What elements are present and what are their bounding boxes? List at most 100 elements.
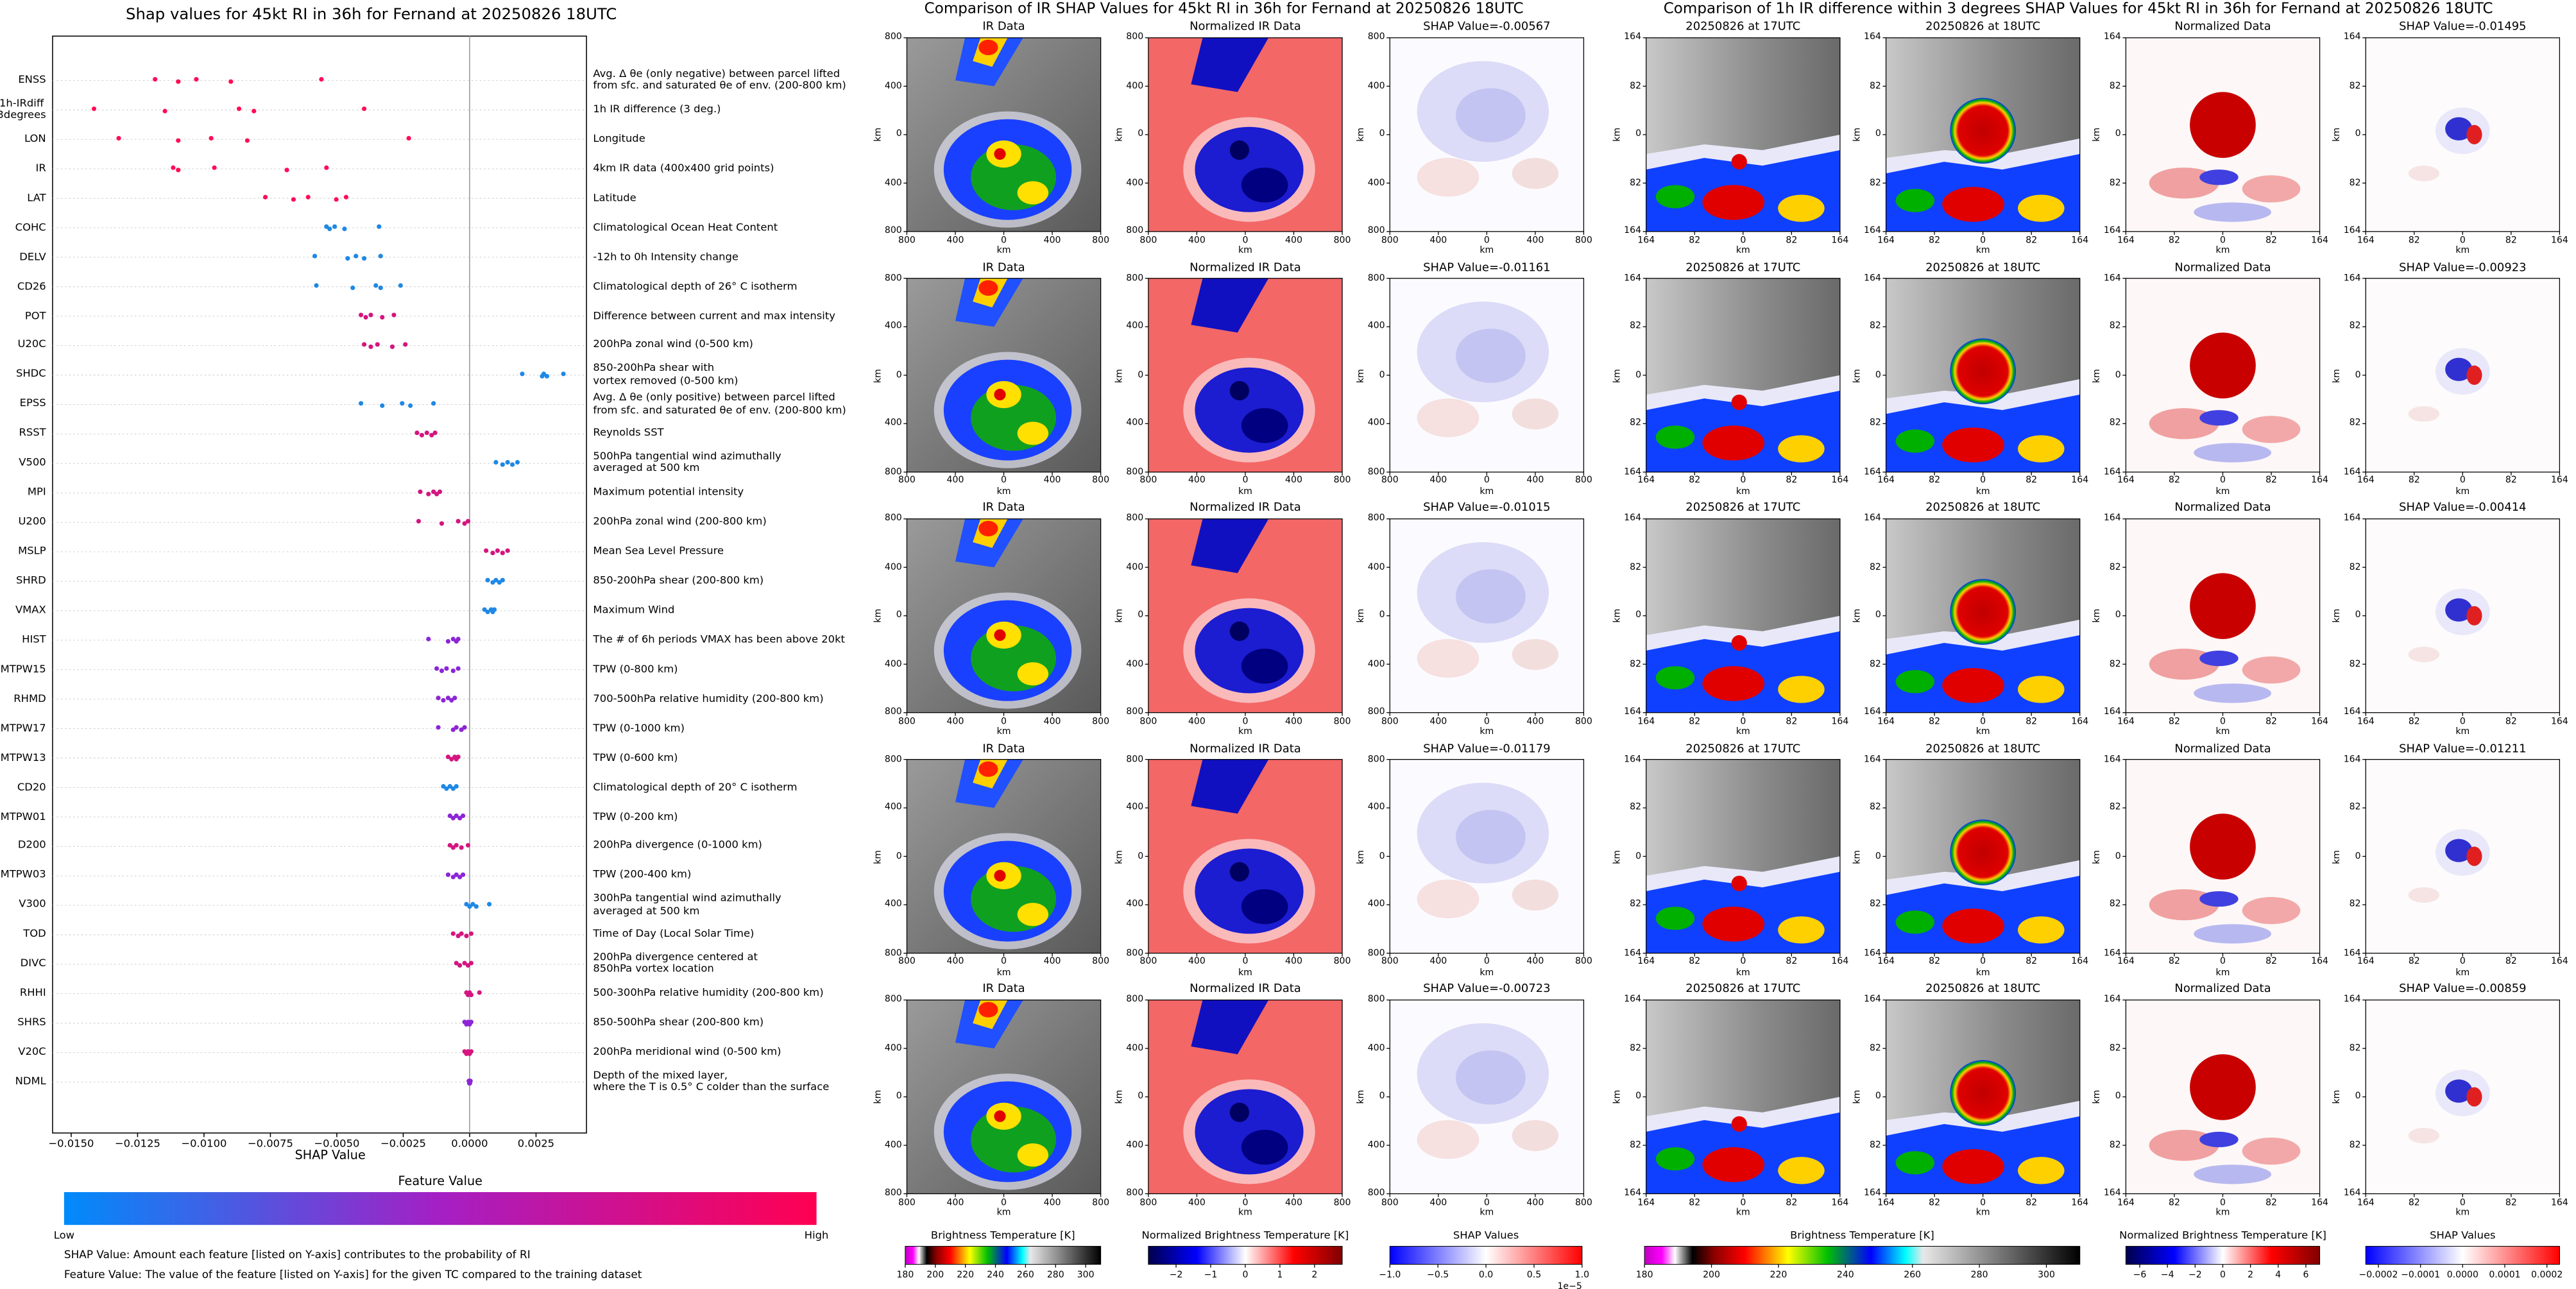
- dot: [332, 224, 337, 229]
- y-tick-label: 400: [1367, 1043, 1385, 1054]
- x-tick-label: 82: [2408, 957, 2420, 968]
- colorbar-tick-label: 300: [2038, 1270, 2055, 1281]
- y-tick-label: 800: [884, 466, 902, 477]
- y-tick-label: 164: [1864, 273, 1881, 284]
- y-tick-label: 400: [1367, 803, 1385, 813]
- colorbar-tick-label: 0.0001: [2489, 1270, 2521, 1281]
- feature-description: TPW (0-200 km): [593, 809, 678, 823]
- x-tick-label: 800: [1333, 716, 1351, 727]
- x-axis-label: km: [1736, 486, 1750, 497]
- image-panel: [1646, 37, 1840, 232]
- feature-description: The # of 6h periods VMAX has been above …: [593, 633, 845, 646]
- x-tick-label: 0: [1483, 1197, 1490, 1208]
- y-tick-label: 82: [2109, 178, 2121, 188]
- dot: [445, 755, 451, 760]
- dot: [457, 963, 463, 968]
- colorbar: [1148, 1245, 1343, 1265]
- y-tick-label: 0: [2355, 610, 2361, 621]
- y-tick-label: 164: [1864, 32, 1881, 43]
- y-tick-label: 0: [1875, 129, 1881, 140]
- image-panel: [1390, 37, 1584, 232]
- feature-description: Depth of the mixed layer, where the T is…: [593, 1068, 830, 1094]
- colorbar-tick-label: 280: [1970, 1270, 1988, 1281]
- y-tick-label: 164: [2343, 513, 2361, 524]
- dot: [350, 286, 355, 291]
- y-tick-label: 0: [2115, 370, 2121, 380]
- image-panel: [1886, 278, 2080, 472]
- dot: [505, 548, 510, 553]
- x-tick-label: 82: [2505, 1197, 2517, 1208]
- x-tick-label: 800: [1333, 957, 1351, 968]
- x-tick-label: 400: [946, 235, 964, 246]
- dot: [454, 783, 459, 789]
- y-axis-label: km: [1853, 608, 1863, 623]
- colorbar: [2365, 1245, 2560, 1265]
- y-tick-label: 800: [1367, 226, 1385, 237]
- dot: [176, 138, 181, 143]
- image-panel: [1390, 518, 1584, 713]
- panel-title: 20250826 at 18UTC: [1925, 741, 2041, 755]
- y-tick-label: IR: [35, 161, 46, 175]
- x-tick-label: 82: [1929, 716, 1941, 727]
- y-tick-label: 82: [2109, 562, 2121, 572]
- feature-description: TPW (0-800 km): [593, 662, 678, 676]
- y-tick-label: 400: [1126, 900, 1144, 910]
- y-tick-label: LON: [24, 132, 46, 145]
- y-tick-label: SHRS: [17, 1015, 46, 1029]
- x-tick-label: 0: [1740, 957, 1746, 968]
- y-tick-label: 82: [2349, 1140, 2361, 1150]
- x-tick-label: 0: [2220, 235, 2226, 246]
- x-tick-label: 0: [1242, 1197, 1249, 1208]
- image-panel: [907, 1000, 1101, 1194]
- dot: [473, 904, 479, 909]
- y-tick-label: 82: [1869, 418, 1881, 429]
- chart-title: Comparison of IR SHAP Values for 45kt RI…: [924, 1, 1524, 19]
- x-tick-label: 164: [2071, 957, 2089, 968]
- colorbar-tick-label: −2: [2188, 1270, 2202, 1281]
- y-tick-label: 164: [2343, 273, 2361, 284]
- dot: [431, 489, 436, 495]
- x-tick-label: 400: [1429, 235, 1447, 246]
- dot: [445, 638, 451, 644]
- x-tick-label: 800: [1092, 1197, 1110, 1208]
- colorbar: [2125, 1245, 2321, 1265]
- y-tick-label: 82: [2349, 803, 2361, 813]
- y-tick-label: 0: [2115, 610, 2121, 621]
- x-tick-label: 800: [1574, 716, 1592, 727]
- y-axis-label: km: [2332, 608, 2343, 623]
- dot: [378, 253, 383, 259]
- dot: [468, 1020, 474, 1025]
- x-tick-label: 164: [2550, 475, 2568, 486]
- y-tick-label: 82: [1630, 1043, 1642, 1054]
- y-tick-label: 164: [1864, 226, 1881, 237]
- y-tick-label: 800: [1367, 273, 1385, 284]
- dot: [319, 77, 324, 82]
- image-panel: [2366, 37, 2560, 232]
- feature-description: Climatological depth of 20° C isotherm: [593, 780, 798, 794]
- x-tick-label: 0: [1980, 957, 1986, 968]
- y-axis-label: km: [1613, 608, 1623, 623]
- x-axis-label: km: [996, 968, 1011, 978]
- feature-description: 850-500hPa shear (200-800 km): [593, 1015, 764, 1029]
- y-tick-label: 0: [1138, 610, 1144, 621]
- x-axis-label: km: [2215, 246, 2230, 257]
- dot: [468, 931, 474, 936]
- y-axis-label: km: [1356, 127, 1367, 142]
- x-tick-label: 400: [1188, 1197, 1206, 1208]
- y-tick-label: 164: [2103, 32, 2121, 43]
- x-axis-label: km: [1238, 246, 1252, 257]
- x-tick-label: 82: [1929, 957, 1941, 968]
- x-tick-label: 800: [1139, 475, 1157, 486]
- y-axis-label: km: [2093, 1089, 2103, 1104]
- dot: [493, 577, 499, 583]
- x-tick-label: 800: [1574, 235, 1592, 246]
- x-tick-label: 800: [1139, 716, 1157, 727]
- y-tick-label: MTPW13: [0, 750, 46, 764]
- dot: [450, 875, 456, 880]
- colorbar-title: Feature Value: [398, 1174, 482, 1189]
- dot: [468, 1049, 474, 1054]
- image-panel: [2126, 518, 2320, 713]
- x-axis-label: km: [1238, 968, 1252, 978]
- dot: [468, 960, 474, 966]
- y-tick-label: 82: [1869, 659, 1881, 669]
